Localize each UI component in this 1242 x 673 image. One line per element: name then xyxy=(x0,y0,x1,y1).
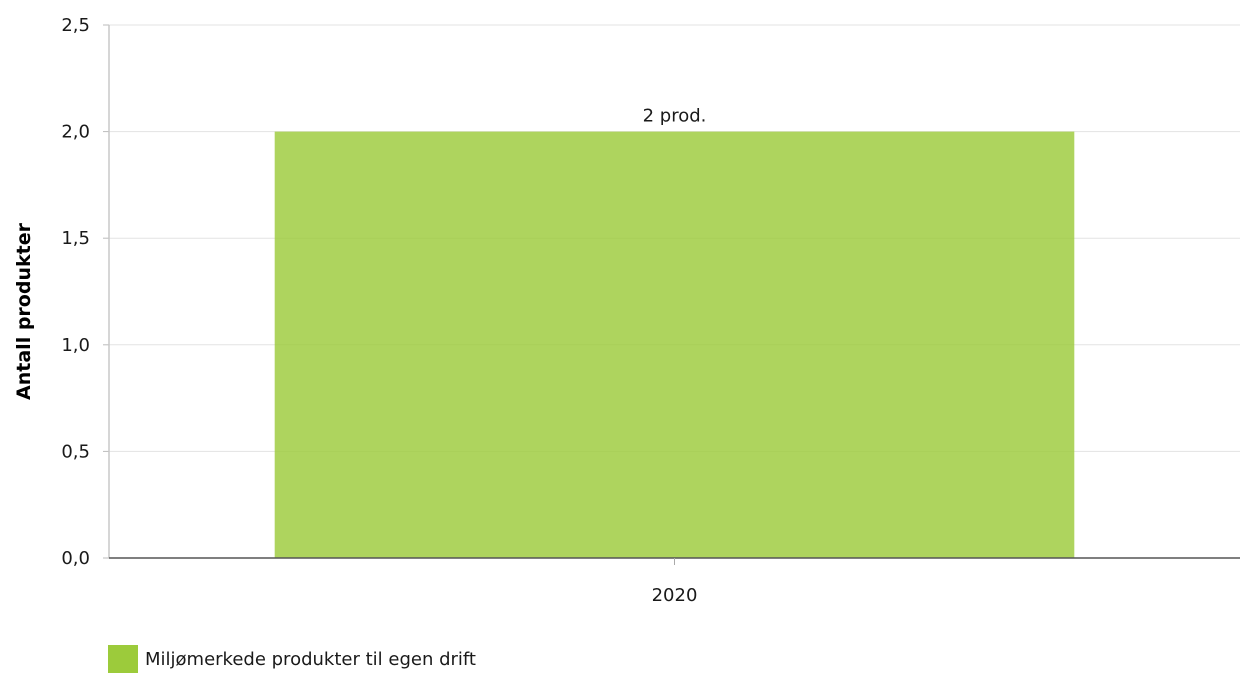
legend-swatch xyxy=(108,645,138,673)
y-tick-label: 0,0 xyxy=(61,548,90,569)
y-tick-label: 2,5 xyxy=(61,15,90,36)
y-tick-label: 0,5 xyxy=(61,441,90,462)
legend[interactable]: Miljømerkede produkter til egen drift xyxy=(108,645,476,673)
y-tick-label: 1,0 xyxy=(61,335,90,356)
y-tick-label: 2,0 xyxy=(61,122,90,143)
axes xyxy=(108,25,1240,565)
y-axis-title: Antall produkter xyxy=(13,222,35,400)
legend-label: Miljømerkede produkter til egen drift xyxy=(145,648,476,670)
data-label: 2 prod. xyxy=(643,106,707,127)
bars xyxy=(274,131,1075,558)
labels: 0,0 0,5 1,0 1,5 2,0 2,5 2020 2 prod. xyxy=(61,15,706,606)
bar xyxy=(274,131,1075,558)
x-tick-label: 2020 xyxy=(652,585,698,606)
y-tick-label: 1,5 xyxy=(61,228,90,249)
